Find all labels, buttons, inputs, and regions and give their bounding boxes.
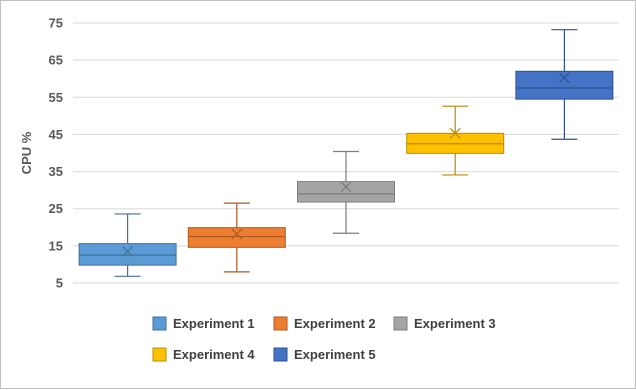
box-2 [187, 202, 286, 273]
box-series [78, 29, 614, 277]
box-3 [297, 150, 395, 234]
box-5 [515, 29, 614, 140]
mean-marker-stroke-b [558, 72, 570, 84]
y-tick-label-5: 5 [56, 276, 63, 291]
legend-item-3: Experiment 3 [393, 316, 496, 331]
box-4 [406, 105, 505, 176]
mean-marker [122, 246, 134, 257]
y-tick-label-25: 25 [49, 201, 63, 216]
y-tick-label-35: 35 [49, 164, 63, 179]
legend-item-2: Experiment 2 [273, 316, 376, 331]
y-tick-label-45: 45 [49, 127, 63, 142]
mean-marker [558, 72, 570, 84]
legend-label: Experiment 4 [173, 347, 255, 362]
y-tick-label-15: 15 [49, 238, 63, 253]
box-1 [78, 213, 177, 277]
legend-swatch [152, 316, 167, 331]
legend-swatch [152, 347, 167, 362]
mean-marker [449, 127, 461, 139]
y-axis-tick-labels: 5 15 25 35 45 55 65 75 [49, 16, 63, 291]
legend-label: Experiment 2 [294, 316, 376, 331]
legend-swatch [273, 316, 288, 331]
legend-swatch [273, 347, 288, 362]
mean-marker [231, 228, 243, 240]
legend-label: Experiment 3 [414, 316, 496, 331]
legend-swatch [393, 316, 408, 331]
legend-label: Experiment 1 [173, 316, 255, 331]
mean-marker-stroke-b [231, 228, 243, 240]
mean-marker-stroke-b [122, 246, 134, 257]
mean-marker [340, 181, 352, 193]
legend: Experiment 1 Experiment 2 Experiment 3 Expe… [152, 316, 496, 362]
iqr-box [78, 243, 177, 266]
iqr-box [515, 70, 614, 100]
legend-item-1: Experiment 1 [152, 316, 255, 331]
y-tick-label-75: 75 [49, 16, 63, 31]
iqr-box [187, 227, 286, 248]
mean-marker-stroke-b [340, 181, 352, 193]
legend-item-5: Experiment 5 [273, 347, 376, 362]
iqr-box [297, 181, 395, 203]
y-axis-title: CPU % [19, 131, 34, 174]
y-tick-label-55: 55 [49, 90, 63, 105]
y-tick-label-65: 65 [49, 53, 63, 68]
mean-marker-stroke-b [449, 127, 461, 139]
legend-label: Experiment 5 [294, 347, 376, 362]
legend-item-4: Experiment 4 [152, 347, 255, 362]
